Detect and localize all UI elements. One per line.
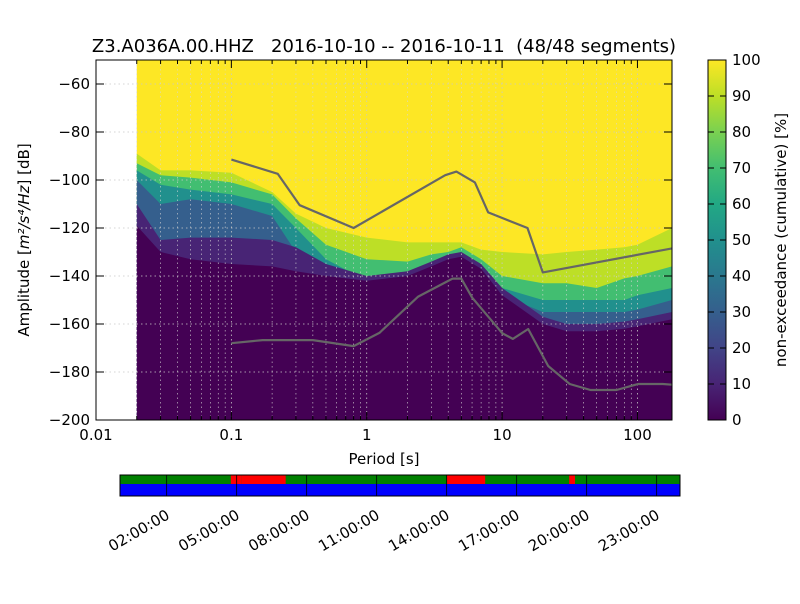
x-tick-label: 1	[362, 426, 372, 444]
timeline-tick-label: 05:00:00	[175, 506, 242, 555]
timeline-red-segment	[446, 475, 486, 484]
timeline-tick-label: 23:00:00	[595, 506, 662, 555]
y-axis-label-suffix: ] [dB]	[15, 143, 33, 185]
noise-models	[231, 158, 672, 392]
colorbar-tick-label: 20	[732, 339, 751, 357]
colorbar-tick-label: 50	[732, 231, 751, 249]
y-axis-label-prefix: Amplitude [	[15, 249, 33, 337]
colorbar-tick-label: 80	[732, 123, 751, 141]
x-axis: 0.01 0.1 1 10 100	[79, 60, 652, 444]
colorbar-tick-label: 0	[732, 411, 742, 429]
timeline-blue-bar	[120, 484, 680, 496]
colorbar-tick-label: 10	[732, 375, 751, 393]
grid	[96, 60, 672, 420]
y-tick-label: −120	[49, 219, 90, 237]
colorbar-ticks: 0 10 20 30 40 50 60 70 80 90 100	[708, 51, 761, 429]
timeline-tick-label: 20:00:00	[525, 506, 592, 555]
colorbar-label: non-exceedance (cumulative) [%]	[772, 113, 790, 367]
timeline-frame	[119, 474, 681, 497]
y-tick-label: −160	[49, 315, 90, 333]
x-tick-label: 10	[493, 426, 512, 444]
y-axis: −60 −80 −100 −120 −140 −160 −180 −200	[49, 75, 672, 429]
band-p5	[136, 225, 672, 420]
y-tick-label: −100	[49, 171, 90, 189]
chart-title: Z3.A036A.00.HHZ 2016-10-10 -- 2016-10-11…	[92, 36, 676, 57]
x-tick-label: 0.1	[219, 426, 243, 444]
x-tick-label: 0.01	[79, 426, 112, 444]
timeline-tick-label: 17:00:00	[455, 506, 522, 555]
x-axis-label: Period [s]	[348, 450, 419, 468]
colorbar: 0 10 20 30 40 50 60 70 80 90 100 non-exceedance (c…	[707, 51, 790, 429]
timeline-tick-label: 08:00:00	[245, 506, 312, 555]
y-tick-label: −60	[58, 75, 90, 93]
timeline-tick-label: 11:00:00	[315, 506, 382, 555]
noise-model-high	[231, 158, 672, 274]
colorbar-tick-label: 100	[732, 51, 761, 69]
timeline-red-segment	[241, 475, 286, 484]
timeline-red-segment	[230, 475, 242, 484]
colorbar-tick-label: 90	[732, 87, 751, 105]
noise-model-low	[231, 277, 672, 392]
colorbar-tick-label: 60	[732, 195, 751, 213]
colorbar-tick-label: 30	[732, 303, 751, 321]
ppd-heatmap	[136, 60, 672, 420]
timeline-green-bar	[120, 475, 680, 484]
y-tick-label: −140	[49, 267, 90, 285]
y-tick-label: −180	[49, 363, 90, 381]
timeline-tick-label: 14:00:00	[385, 506, 452, 555]
y-tick-label: −80	[58, 123, 90, 141]
plot-frame	[95, 59, 673, 421]
y-tick-label: −200	[49, 411, 90, 429]
y-axis-label-units: m²/s⁴/Hz	[15, 184, 33, 249]
timeline-tick-label: 02:00:00	[105, 506, 172, 555]
timeline: 02:00:00 05:00:00 08:00:00 11:00:00 14:00:00…	[105, 474, 681, 555]
timeline-red-segment	[569, 475, 575, 484]
colorbar-tick-label: 70	[732, 159, 751, 177]
x-tick-label: 100	[623, 426, 652, 444]
colorbar-tick-label: 40	[732, 267, 751, 285]
y-axis-label: Amplitude [m²/s⁴/Hz] [dB]	[15, 143, 33, 336]
